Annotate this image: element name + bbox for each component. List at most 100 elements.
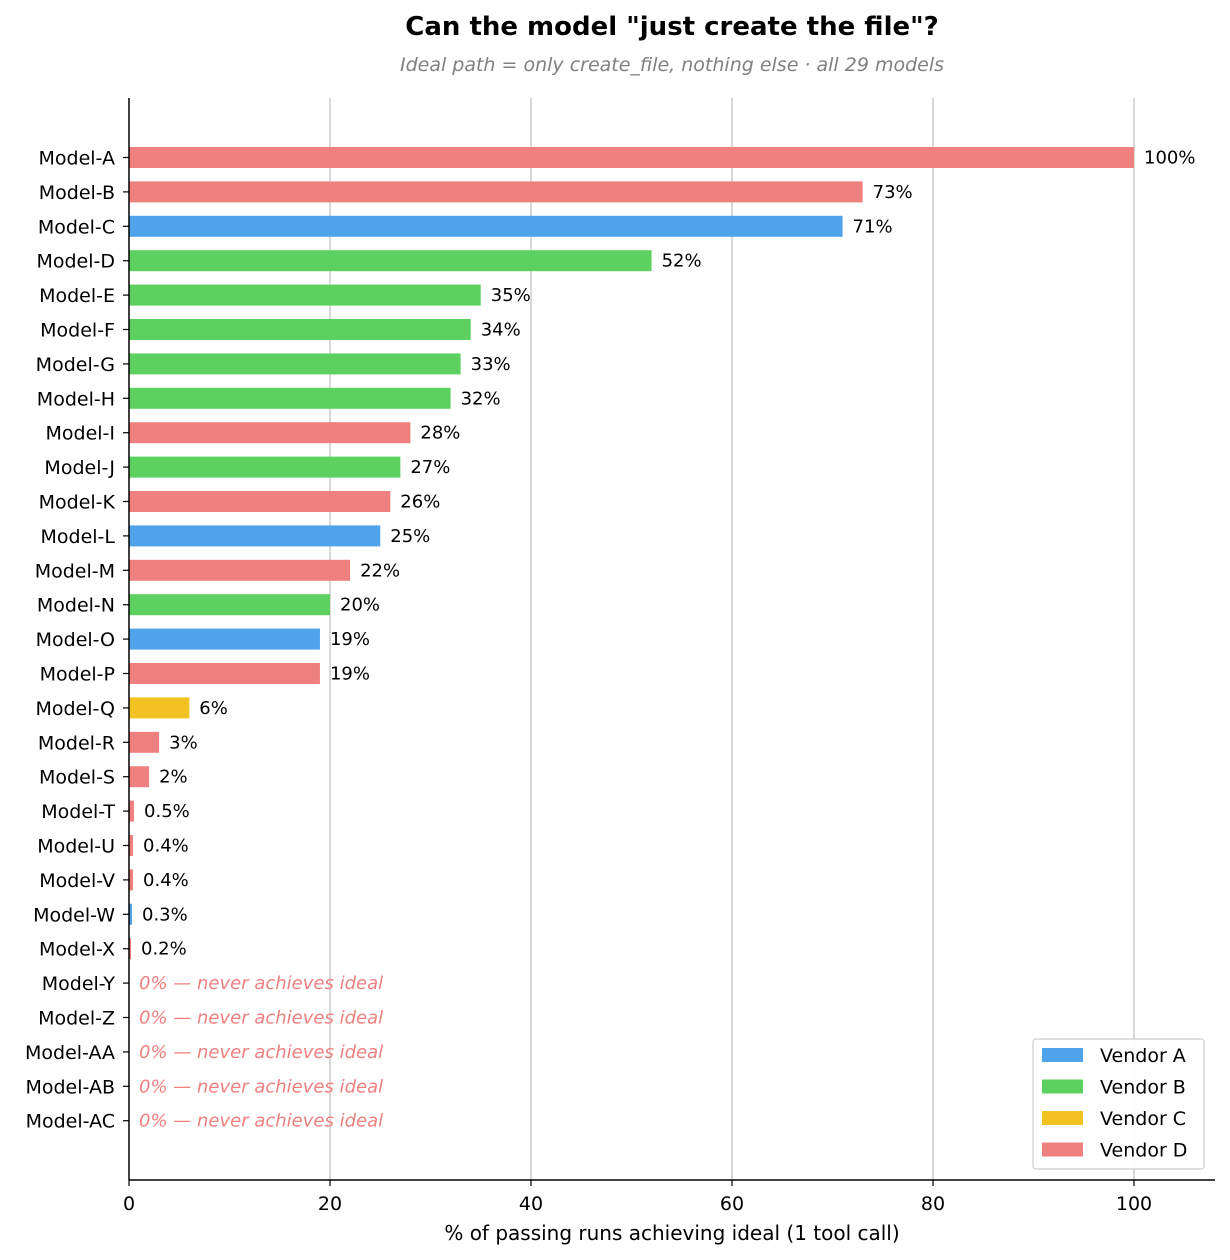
y-tick-label: Model-A [39,148,115,170]
bar-value-label: 73% [873,182,913,203]
legend-frame [1032,1038,1205,1170]
legend-swatch [1042,1048,1083,1062]
y-tick-label: Model-W [33,904,115,926]
y-tick-label: Model-C [38,216,115,238]
y-tick-label: Model-X [39,939,115,961]
y-tick-label: Model-P [40,664,115,686]
y-tick-label: Model-M [35,560,115,582]
y-tick-label: Model-R [38,732,115,754]
y-tick-label: Model-V [39,870,115,892]
bar [129,181,863,203]
bar [129,353,461,375]
y-tick-label: Model-E [39,285,115,307]
bar [129,663,320,684]
x-axis-label: % of passing runs achieving ideal (1 too… [444,1221,899,1245]
legend-label: Vendor D [1100,1140,1187,1162]
bar [129,456,401,478]
bar-value-label: 28% [420,423,460,444]
bar [129,731,160,753]
bar-value-label: 35% [491,285,531,306]
legend-swatch [1042,1111,1083,1125]
bar-value-label: 26% [400,492,440,513]
bar [129,250,652,272]
bar [129,422,411,444]
bar [129,869,134,891]
legend-label: Vendor C [1100,1108,1186,1130]
zero-value-label: 0% — never achieves ideal [139,1008,383,1029]
bar-value-label: 0.4% [143,836,189,857]
bar [129,319,471,340]
bar-value-label: 0.4% [143,870,189,891]
bar-value-label: 2% [159,767,188,788]
y-tick-label: Model-G [36,354,115,376]
y-tick-label: Model-F [40,320,115,342]
bar-value-label: 0.5% [144,801,190,822]
y-tick-label: Model-Q [35,698,115,720]
bar [129,766,150,788]
bar [129,628,320,650]
axes: Model-A Model-B Model-C Model-D Model-E Model… [25,98,1215,1215]
bar [129,594,330,616]
zero-value-label: 0% — never achieves ideal [139,973,383,994]
bar [129,559,351,581]
y-tick-label: Model-D [36,251,115,273]
bar [129,147,1134,168]
bar [129,835,134,856]
bar-value-label: 3% [169,732,198,753]
zero-value-label: 0% — never achieves ideal [139,1042,383,1063]
x-tick-label: 100 [1116,1193,1152,1215]
y-tick-label: Model-J [44,457,115,479]
zero-value-label: 0% — never achieves ideal [139,1076,383,1097]
bar [129,938,132,960]
bar-value-label: 19% [330,664,370,685]
bar [129,903,133,925]
y-tick-label: Model-Z [38,1008,115,1030]
bar [129,284,481,306]
bar [129,800,135,822]
bar-value-label: 71% [853,216,893,237]
y-tick-label: Model-N [37,595,115,617]
x-tick-label: 40 [519,1193,543,1215]
bar-value-label: 0.2% [141,939,187,960]
chart-title: Can the model "just create the file"? [405,12,939,42]
bar-value-label: 32% [461,388,501,409]
y-tick-label: Model-L [41,526,116,548]
bar [129,697,190,719]
x-tick-label: 0 [123,1193,135,1215]
bar [129,491,391,512]
bar-value-label: 27% [410,457,450,478]
bar-value-label: 19% [330,629,370,650]
bars: 100% 73% 71% 52% 35% 34% 33% 32%28% 27% 26% 25% 22%… [129,147,1195,1132]
bar [129,387,451,409]
y-tick-label: Model-B [39,182,115,204]
bar-value-label: 20% [340,595,380,616]
bar-value-label: 25% [390,526,430,547]
legend-swatch [1042,1079,1083,1094]
y-tick-label: Model-AC [26,1111,115,1133]
bar-value-label: 0.3% [142,904,188,925]
legend: Vendor A Vendor B Vendor C Vendor D [1032,1038,1205,1170]
bar-value-label: 34% [481,320,521,341]
bar [129,525,381,547]
bar-value-label: 100% [1144,148,1195,169]
y-tick-label: Model-Y [42,973,116,995]
y-tick-label: Model-O [36,629,115,651]
bar-value-label: 6% [199,698,228,719]
x-tick-label: 60 [720,1193,744,1215]
y-tick-label: Model-H [37,388,115,410]
legend-label: Vendor A [1100,1045,1186,1067]
y-tick-label: Model-AA [25,1042,115,1064]
y-tick-label: Model-K [39,492,116,514]
x-tick-label: 80 [921,1193,945,1215]
y-tick-label: Model-I [45,423,115,445]
bar-value-label: 52% [662,251,702,272]
bar [129,215,843,237]
y-tick-label: Model-T [41,801,115,823]
grid-lines [329,98,1135,1180]
y-tick-label: Model-U [37,836,115,858]
bar-value-label: 22% [360,560,400,581]
y-tick-label: Model-S [39,767,115,789]
y-tick-label: Model-AB [25,1076,115,1098]
zero-value-label: 0% — never achieves ideal [139,1111,383,1132]
